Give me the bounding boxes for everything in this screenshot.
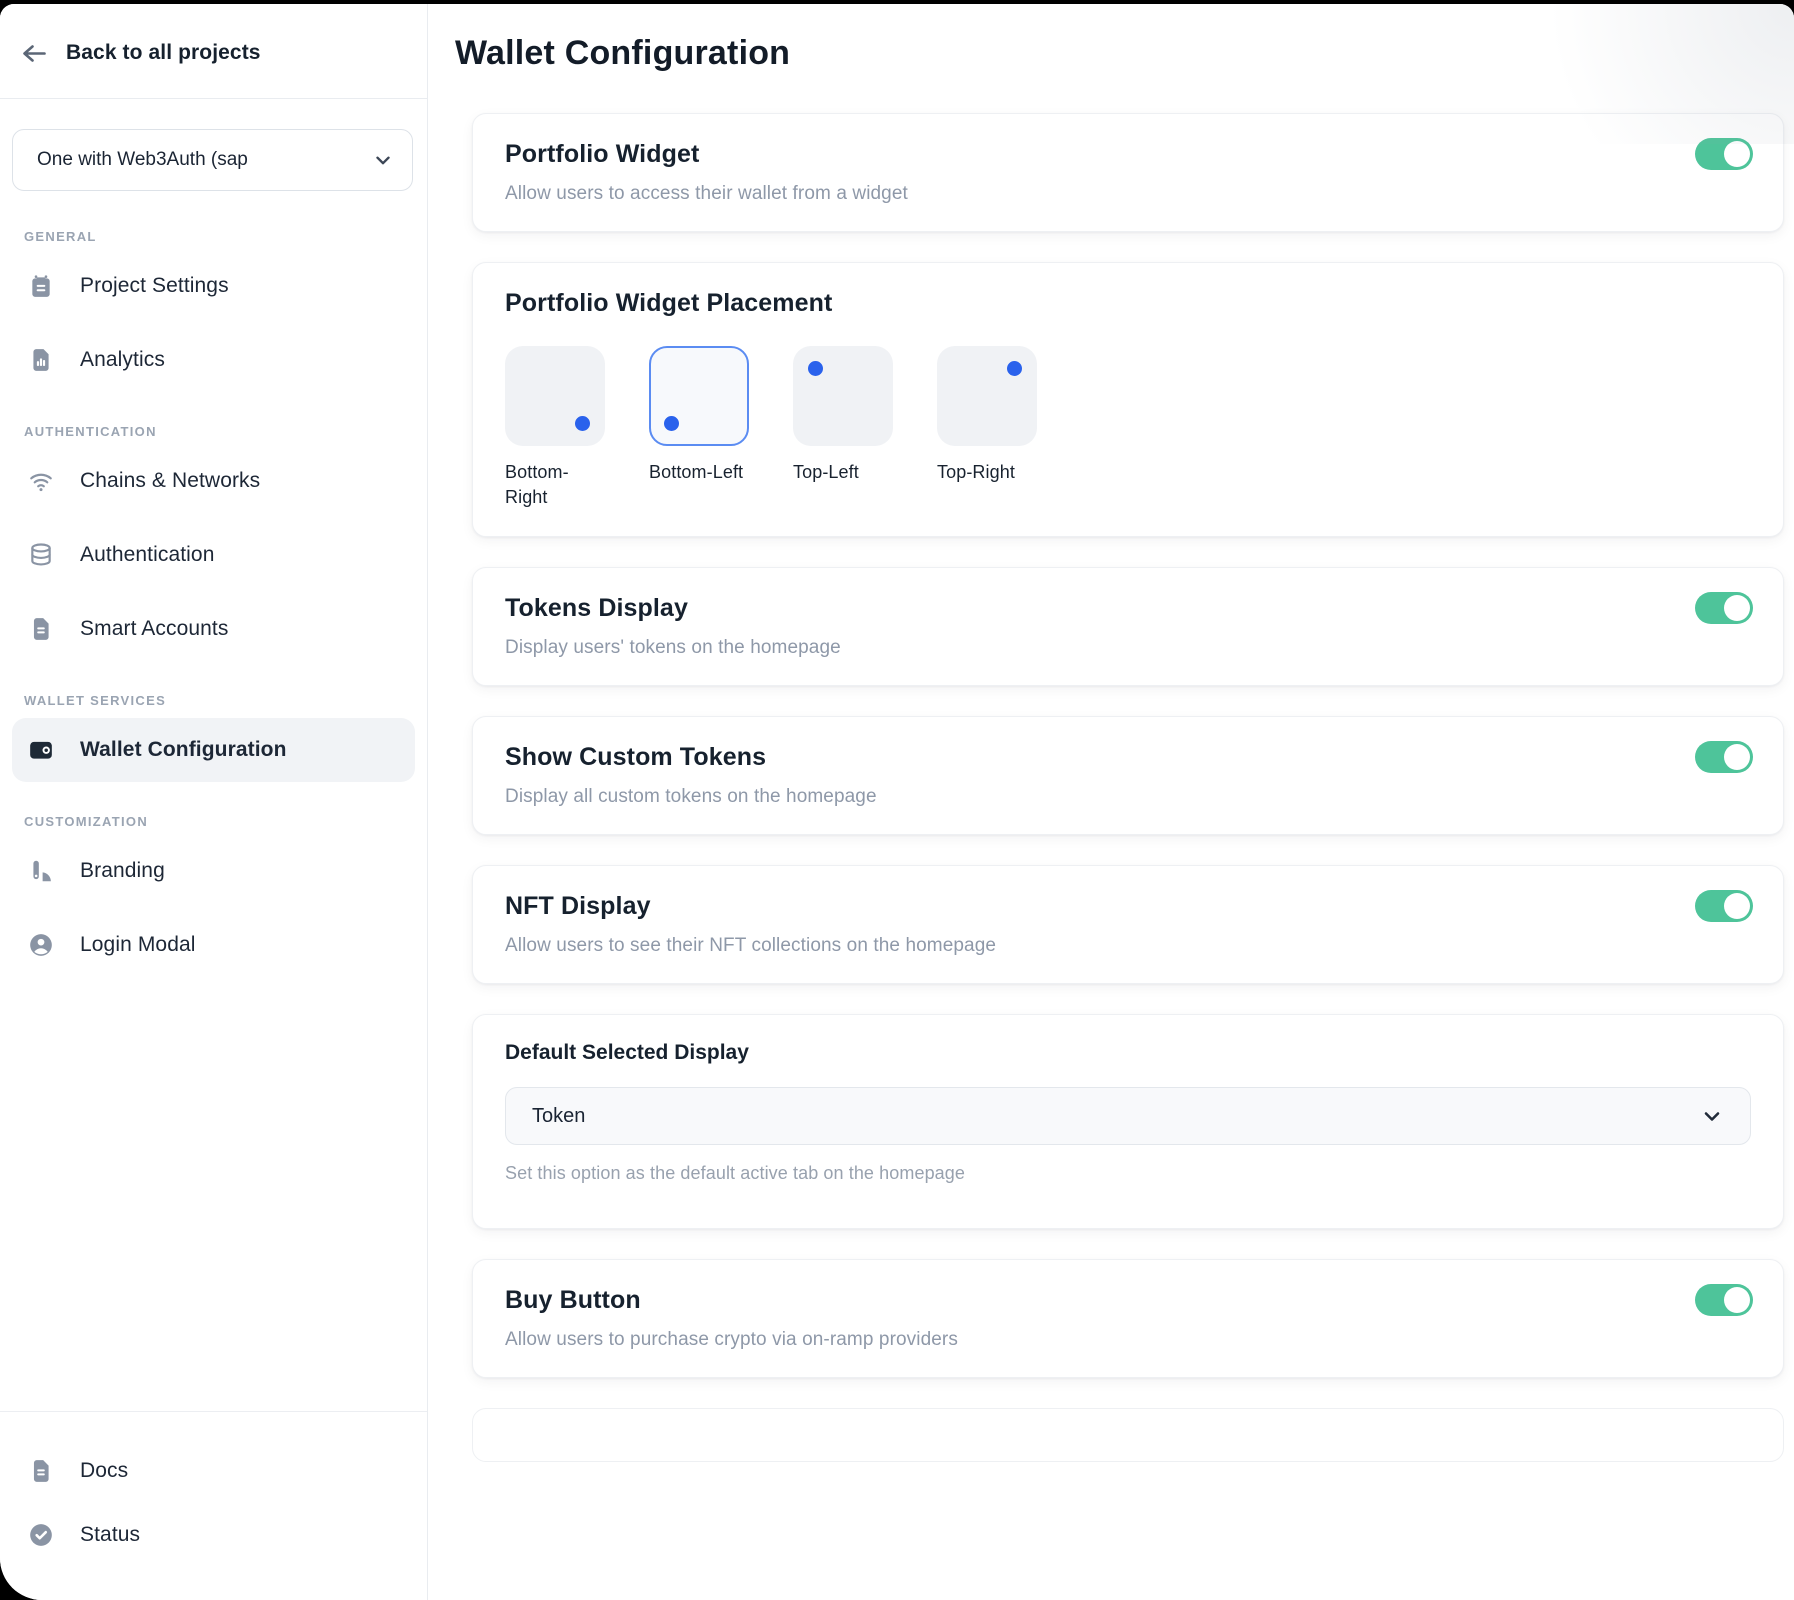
sidebar-item-wallet-configuration[interactable]: Wallet Configuration [12, 718, 415, 782]
tokens-display-desc: Display users' tokens on the homepage [505, 637, 841, 659]
toggle-knob [1724, 595, 1750, 622]
card-portfolio-widget-placement: Portfolio Widget Placement Bottom-Right … [472, 262, 1784, 538]
project-selector-value: One with Web3Auth (sap [37, 149, 248, 170]
chevron-down-icon [1704, 1112, 1720, 1122]
placement-tile [505, 346, 605, 446]
card-buy-button: Buy Button Allow users to purchase crypt… [472, 1259, 1784, 1379]
analytics-doc-icon [33, 349, 49, 371]
chevron-down-icon [376, 156, 390, 165]
default-display-helper: Set this option as the default active ta… [505, 1163, 966, 1184]
placement-tile [793, 346, 893, 446]
sidebar-footer: Docs Status [0, 1411, 427, 1600]
placement-tile [937, 346, 1037, 446]
placement-option-top-left[interactable]: Top-Left [793, 346, 897, 510]
placement-options: Bottom-Right Bottom-Left Top-Left Top-Ri… [505, 346, 1751, 510]
wallet-icon [30, 741, 52, 759]
placement-dot-icon [1007, 361, 1022, 376]
portfolio-widget-toggle[interactable] [1695, 138, 1753, 170]
placement-option-top-right[interactable]: Top-Right [937, 346, 1041, 510]
sidebar-item-project-settings[interactable]: Project Settings [12, 254, 415, 318]
sidebar-item-docs[interactable]: Docs [12, 1442, 415, 1500]
toggle-knob [1724, 893, 1750, 920]
sidebar-item-analytics[interactable]: Analytics [12, 328, 415, 392]
sidebar-item-smart-accounts[interactable]: Smart Accounts [12, 597, 415, 661]
nft-display-toggle[interactable] [1695, 890, 1753, 923]
card-show-custom-tokens: Show Custom Tokens Display all custom to… [472, 716, 1784, 836]
docs-icon [33, 1460, 49, 1482]
sidebar-item-chains-networks[interactable]: Chains & Networks [12, 449, 415, 513]
sidebar-item-status[interactable]: Status [12, 1506, 415, 1564]
section-label-wallet-services: WALLET SERVICES [24, 693, 167, 708]
page-title: Wallet Configuration [455, 34, 791, 72]
buy-button-title: Buy Button [505, 1286, 641, 1315]
sidebar-item-login-modal[interactable]: Login Modal [12, 913, 415, 977]
settings-card-list: Portfolio Widget Allow users to access t… [472, 113, 1784, 1463]
card-next-clipped [472, 1408, 1784, 1463]
placement-tile [649, 346, 749, 446]
wifi-icon [30, 473, 52, 493]
file-icon [33, 618, 49, 640]
show-custom-tokens-desc: Display all custom tokens on the homepag… [505, 786, 877, 808]
buy-button-toggle[interactable] [1695, 1284, 1753, 1317]
sidebar: Back to all projects One with Web3Auth (… [0, 4, 428, 1600]
default-display-label: Default Selected Display [505, 1041, 749, 1065]
portfolio-widget-title: Portfolio Widget [505, 140, 700, 168]
database-icon [31, 543, 51, 566]
show-custom-tokens-toggle[interactable] [1695, 741, 1753, 774]
placement-dot-icon [664, 416, 679, 431]
placement-option-bottom-right[interactable]: Bottom-Right [505, 346, 609, 510]
toggle-knob [1724, 744, 1750, 771]
section-label-authentication: AUTHENTICATION [24, 424, 157, 439]
placement-dot-icon [808, 361, 823, 376]
placement-option-bottom-left[interactable]: Bottom-Left [649, 346, 753, 510]
section-label-customization: CUSTOMIZATION [24, 814, 149, 829]
arrow-left-icon [23, 45, 46, 62]
clipboard-icon [32, 275, 50, 297]
card-nft-display: NFT Display Allow users to see their NFT… [472, 865, 1784, 985]
brush-icon [33, 860, 51, 882]
back-to-projects-label: Back to all projects [66, 41, 261, 64]
default-display-select[interactable]: Token [505, 1087, 1751, 1146]
tokens-display-toggle[interactable] [1695, 592, 1753, 625]
default-display-selected-value: Token [532, 1104, 586, 1127]
show-custom-tokens-title: Show Custom Tokens [505, 743, 767, 772]
project-selector[interactable]: One with Web3Auth (sap [12, 129, 413, 191]
tokens-display-title: Tokens Display [505, 594, 688, 623]
toggle-knob [1724, 141, 1750, 167]
nft-display-title: NFT Display [505, 892, 651, 921]
sidebar-item-branding[interactable]: Branding [12, 839, 415, 903]
app-window: Back to all projects One with Web3Auth (… [0, 4, 1794, 1600]
placement-title: Portfolio Widget Placement [505, 289, 833, 317]
main-content: Wallet Configuration Portfolio Widget Al… [429, 4, 1794, 1600]
placement-dot-icon [575, 416, 590, 431]
sidebar-item-authentication[interactable]: Authentication [12, 523, 415, 587]
back-to-projects-link[interactable]: Back to all projects [0, 4, 427, 99]
nft-display-desc: Allow users to see their NFT collections… [505, 935, 997, 957]
sidebar-nav: GENERAL Project Settings Analytics AUTHE… [0, 197, 427, 1411]
card-default-selected-display: Default Selected Display Token Set this … [472, 1014, 1784, 1230]
buy-button-desc: Allow users to purchase crypto via on-ra… [505, 1329, 958, 1351]
card-portfolio-widget: Portfolio Widget Allow users to access t… [472, 113, 1784, 232]
section-label-general: GENERAL [24, 229, 97, 244]
portfolio-widget-desc: Allow users to access their wallet from … [505, 183, 908, 204]
status-check-icon [28, 1522, 54, 1548]
card-tokens-display: Tokens Display Display users' tokens on … [472, 567, 1784, 687]
user-circle-icon [30, 934, 52, 956]
toggle-knob [1724, 1287, 1750, 1314]
